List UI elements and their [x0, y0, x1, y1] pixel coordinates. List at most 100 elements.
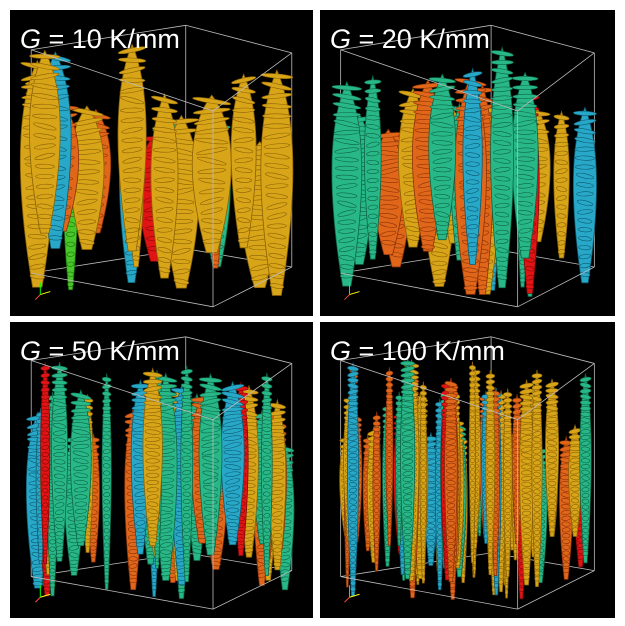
side-branch	[427, 529, 435, 534]
side-branch	[554, 114, 570, 121]
side-branch	[506, 555, 510, 560]
side-branch	[532, 378, 543, 385]
side-branch	[226, 501, 239, 506]
side-branch	[470, 447, 475, 452]
side-branch	[488, 554, 493, 559]
side-branch	[421, 542, 425, 547]
side-branch	[488, 531, 493, 535]
side-branch	[548, 499, 555, 504]
side-branch	[446, 434, 457, 439]
panel-label: G = 100 K/mm	[330, 336, 505, 366]
side-branch	[346, 547, 349, 551]
side-branch	[491, 60, 514, 64]
side-branch	[470, 412, 475, 416]
side-branch	[264, 564, 269, 569]
side-branch	[523, 563, 530, 568]
side-branch	[519, 587, 524, 592]
side-branch	[505, 584, 508, 589]
side-branch	[129, 549, 138, 554]
side-branch	[487, 484, 493, 488]
side-branch	[421, 553, 425, 558]
side-branch	[349, 465, 358, 470]
side-branch	[50, 583, 55, 588]
side-branch	[349, 471, 357, 476]
side-branch	[431, 132, 453, 137]
side-branch	[182, 434, 192, 439]
side-branch	[470, 481, 474, 486]
side-branch	[420, 426, 426, 431]
side-branch	[570, 452, 581, 457]
side-branch	[470, 487, 474, 492]
side-branch	[486, 420, 494, 425]
side-branch	[104, 521, 110, 526]
side-branch	[262, 114, 291, 119]
side-branch	[104, 571, 109, 576]
side-branch	[102, 391, 111, 397]
side-branch	[581, 458, 590, 463]
side-branch	[402, 454, 413, 459]
side-branch	[533, 478, 540, 483]
panel-label: G = 20 K/mm	[330, 24, 490, 54]
side-branch	[41, 402, 49, 407]
side-branch	[105, 579, 109, 584]
side-branch	[271, 468, 284, 473]
side-branch	[433, 167, 451, 172]
box-edge	[491, 25, 594, 53]
side-branch	[582, 516, 589, 521]
side-branch	[237, 544, 244, 549]
side-branch	[437, 559, 442, 564]
side-branch	[387, 475, 392, 480]
axis-z	[35, 295, 40, 300]
side-branch	[350, 523, 357, 527]
box-edge	[186, 337, 292, 364]
axis-x	[40, 292, 50, 295]
side-branch	[42, 495, 48, 500]
side-branch	[470, 417, 476, 422]
side-branch	[146, 473, 159, 478]
axis-z	[345, 295, 350, 300]
side-branch	[421, 466, 426, 471]
side-branch	[50, 568, 56, 573]
side-branch	[364, 79, 381, 84]
side-branch	[347, 383, 358, 390]
side-branch	[515, 531, 519, 536]
side-branch	[504, 462, 511, 467]
side-branch	[420, 420, 426, 425]
side-branch	[448, 544, 455, 549]
side-branch	[504, 468, 511, 472]
side-branch	[583, 545, 588, 550]
side-branch	[75, 502, 87, 507]
side-branch	[420, 414, 427, 419]
side-branch	[373, 415, 381, 420]
side-branch	[421, 518, 425, 523]
side-branch	[397, 517, 401, 522]
side-branch	[569, 434, 581, 439]
side-branch	[562, 539, 570, 544]
side-branch	[397, 511, 401, 516]
side-branch	[199, 377, 222, 383]
side-branch	[397, 505, 402, 510]
side-branch	[387, 487, 392, 492]
box-edge	[186, 25, 292, 53]
side-branch	[420, 218, 436, 223]
side-branch	[420, 397, 427, 402]
side-branch	[374, 526, 379, 531]
side-branch	[102, 384, 112, 390]
side-branch	[404, 541, 411, 546]
side-branch	[55, 517, 64, 521]
panel: G = 100 K/mm	[320, 322, 615, 618]
side-branch	[182, 441, 192, 446]
side-branch	[437, 547, 442, 552]
side-branch	[445, 399, 457, 404]
side-branch	[470, 499, 475, 504]
side-branch	[447, 532, 454, 537]
variable: G	[20, 24, 41, 54]
side-branch	[426, 512, 435, 517]
side-branch	[470, 452, 475, 457]
side-branch	[264, 557, 269, 562]
side-branch	[348, 401, 358, 406]
side-branch	[90, 531, 97, 535]
side-branch	[471, 539, 474, 544]
side-branch	[534, 571, 539, 576]
side-branch	[350, 534, 356, 539]
